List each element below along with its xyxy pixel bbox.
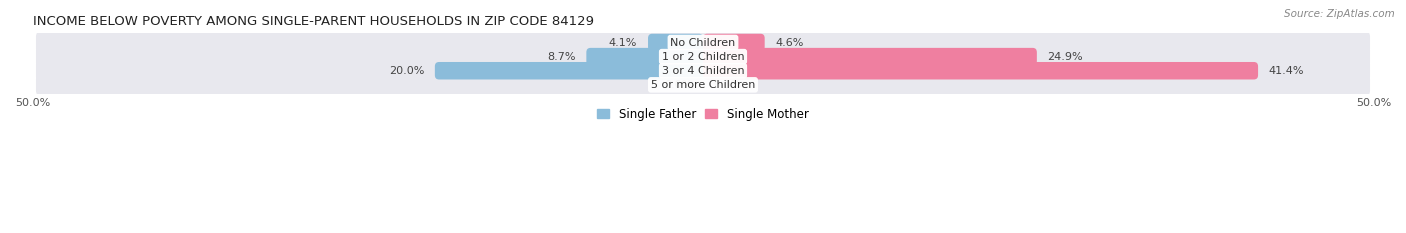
Text: 20.0%: 20.0% (388, 66, 425, 76)
FancyBboxPatch shape (586, 48, 703, 65)
FancyBboxPatch shape (648, 34, 703, 51)
Text: No Children: No Children (671, 38, 735, 48)
Text: 1 or 2 Children: 1 or 2 Children (662, 52, 744, 62)
FancyBboxPatch shape (37, 45, 1369, 68)
Text: 5 or more Children: 5 or more Children (651, 80, 755, 90)
FancyBboxPatch shape (37, 59, 1369, 82)
Text: 8.7%: 8.7% (547, 52, 575, 62)
FancyBboxPatch shape (37, 31, 1369, 54)
Text: 3 or 4 Children: 3 or 4 Children (662, 66, 744, 76)
FancyBboxPatch shape (703, 48, 1036, 65)
Text: 24.9%: 24.9% (1047, 52, 1083, 62)
Text: 4.1%: 4.1% (609, 38, 637, 48)
FancyBboxPatch shape (703, 62, 1258, 79)
Text: 0.0%: 0.0% (714, 80, 742, 90)
FancyBboxPatch shape (434, 62, 703, 79)
Text: 0.0%: 0.0% (664, 80, 692, 90)
FancyBboxPatch shape (703, 34, 765, 51)
Text: 41.4%: 41.4% (1268, 66, 1305, 76)
FancyBboxPatch shape (37, 73, 1369, 96)
Legend: Single Father, Single Mother: Single Father, Single Mother (593, 103, 813, 126)
Text: Source: ZipAtlas.com: Source: ZipAtlas.com (1284, 9, 1395, 19)
Text: 4.6%: 4.6% (775, 38, 804, 48)
Text: INCOME BELOW POVERTY AMONG SINGLE-PARENT HOUSEHOLDS IN ZIP CODE 84129: INCOME BELOW POVERTY AMONG SINGLE-PARENT… (32, 15, 593, 28)
